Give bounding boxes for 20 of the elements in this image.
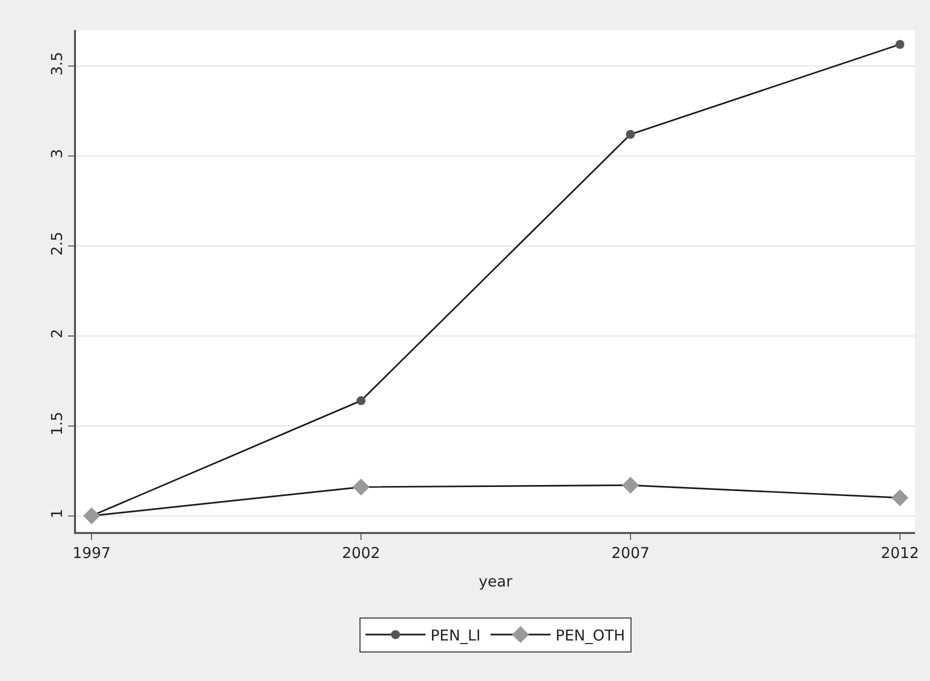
point: [83, 507, 100, 524]
x-axis-title: year: [478, 572, 514, 590]
x-tick-label: 2002: [342, 544, 380, 562]
legend-label: PEN_OTH: [556, 626, 626, 644]
x-tick-label: 2012: [880, 544, 920, 562]
y-tick-label: 2.5: [48, 232, 66, 256]
x-tick-label: 2007: [611, 544, 650, 562]
x-tick-label: 1997: [72, 544, 111, 562]
y-tick-label: 1: [48, 508, 66, 518]
point: [622, 476, 639, 494]
point: [356, 396, 366, 406]
point: [626, 130, 635, 139]
y-tick-label: 2: [48, 328, 66, 338]
y-tick-label: 3: [48, 148, 66, 158]
y-tick-label: 3.5: [48, 52, 66, 76]
point: [352, 478, 370, 496]
point: [895, 40, 904, 49]
legend-label: PEN_LI: [430, 626, 481, 644]
y-tick-label: 1.5: [48, 412, 66, 436]
point: [891, 489, 908, 506]
